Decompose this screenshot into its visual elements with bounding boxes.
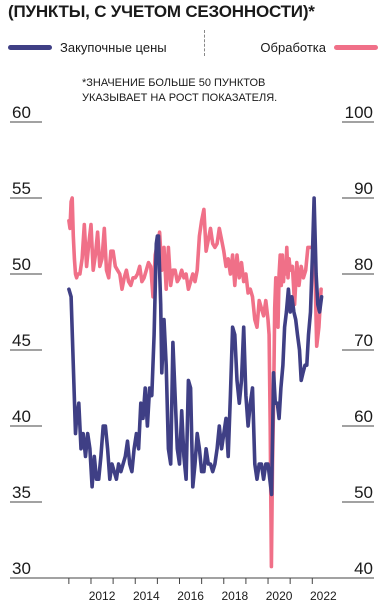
legend-label-purchase-prices: Закупочные цены: [60, 39, 167, 55]
y-right-tick-label: 100: [345, 103, 373, 122]
series-line-processing: [67, 196, 323, 569]
y-left-tick-label: 35: [12, 483, 31, 502]
left-axis-labels: 30 35 40 45 50 55 60: [12, 103, 31, 578]
gridlines: [10, 121, 374, 579]
legend-swatch-processing: [334, 44, 378, 50]
x-axis: 2012 2014 2016 2018 2020 2022: [10, 577, 374, 603]
x-tick-label: 2012: [89, 589, 116, 603]
series-lines: [67, 196, 324, 569]
annotation-line-2: УКАЗЫВАЕТ НА РОСТ ПОКАЗАТЕЛЯ.: [82, 92, 277, 104]
chart-title: (ПУНКТЫ, С УЧЕТОМ СЕЗОННОСТИ)*: [8, 2, 315, 21]
annotation-note: *ЗНАЧЕНИЕ БОЛЬШЕ 50 ПУНКТОВ УКАЗЫВАЕТ НА…: [82, 77, 277, 104]
x-tick-label: 2020: [266, 589, 293, 603]
y-right-tick-label: 90: [354, 179, 373, 198]
x-tick-label: 2014: [133, 589, 160, 603]
y-left-tick-label: 45: [12, 331, 31, 350]
y-right-tick-label: 60: [354, 407, 373, 426]
legend-item-processing: Обработка: [260, 36, 378, 58]
legend: Закупочные цены Обработка: [8, 30, 378, 58]
series-line-purchase-prices: [67, 196, 324, 497]
y-left-tick-label: 40: [12, 407, 31, 426]
x-tick-label: 2018: [221, 589, 248, 603]
legend-label-processing: Обработка: [260, 39, 326, 55]
y-right-tick-label: 80: [354, 255, 373, 274]
x-tick-label: 2022: [310, 589, 337, 603]
y-left-tick-label: 30: [12, 559, 31, 578]
y-right-tick-label: 70: [354, 331, 373, 350]
legend-divider: [204, 30, 205, 56]
y-left-tick-label: 50: [12, 255, 31, 274]
y-left-tick-label: 60: [12, 103, 31, 122]
y-right-tick-label: 40: [354, 559, 373, 578]
annotation-line-1: *ЗНАЧЕНИЕ БОЛЬШЕ 50 ПУНКТОВ: [82, 77, 265, 89]
y-right-tick-label: 50: [354, 483, 373, 502]
legend-item-purchase-prices: Закупочные цены: [8, 36, 167, 58]
y-left-tick-label: 55: [12, 179, 31, 198]
legend-swatch-purchase-prices: [8, 44, 52, 50]
right-axis-labels: 40 50 60 70 80 90 100: [345, 103, 373, 578]
x-tick-label: 2016: [177, 589, 204, 603]
